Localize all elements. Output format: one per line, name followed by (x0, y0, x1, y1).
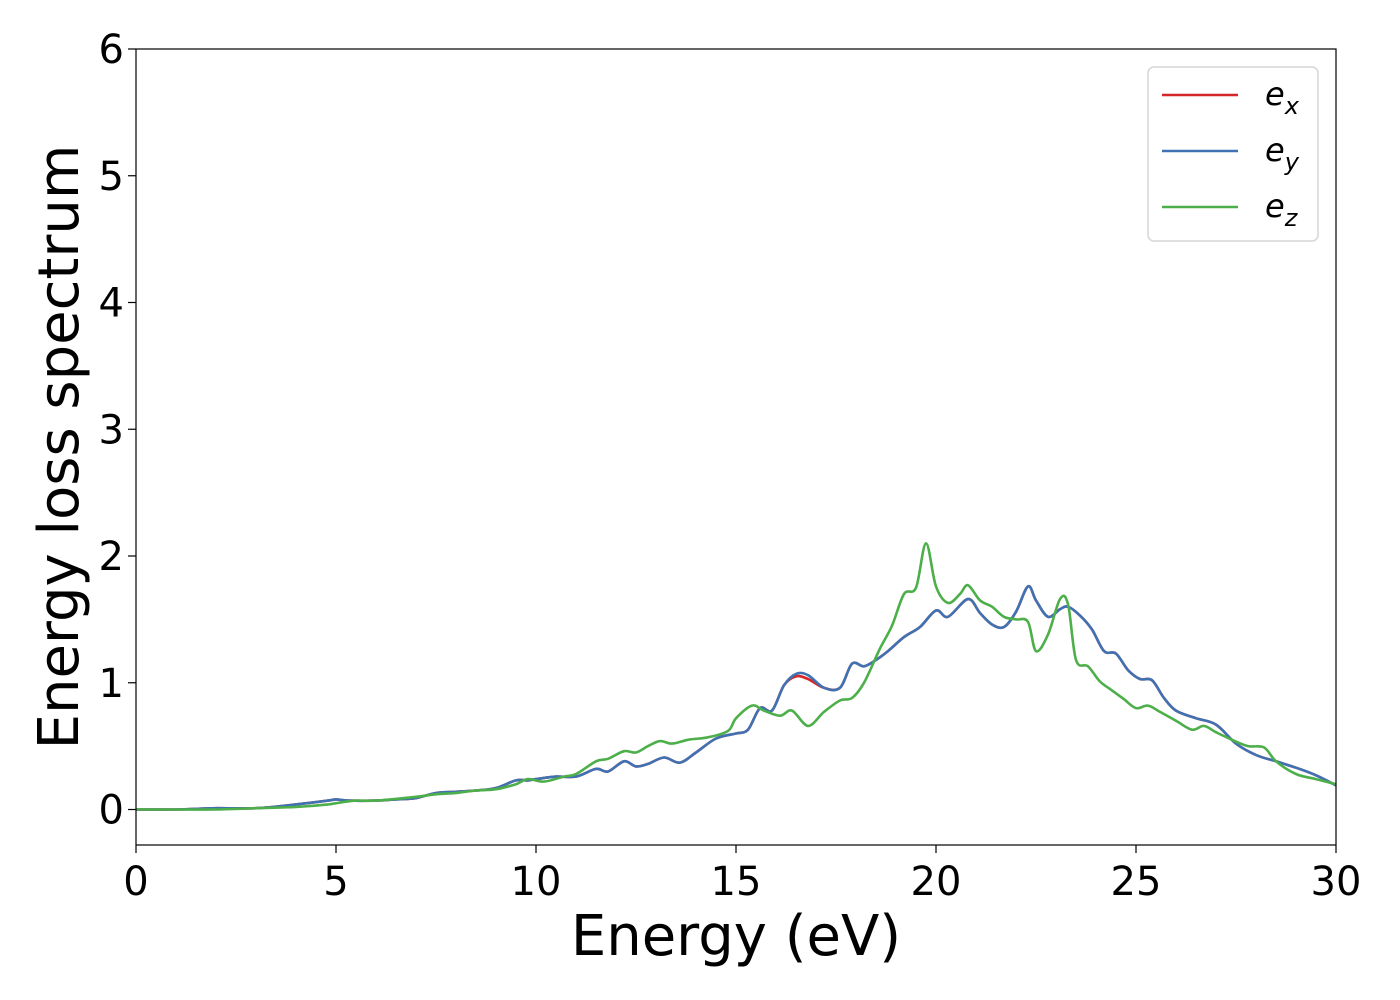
x-axis: 0 5 10 15 20 25 30 (123, 845, 1361, 905)
series-line-z (136, 541, 1336, 811)
legend-label-subscript: y (1284, 148, 1300, 176)
legend-box (1147, 66, 1319, 242)
y-tick-label: 0 (99, 788, 124, 834)
legend-label-y: ey (1265, 131, 1300, 176)
y-tick-label: 6 (99, 27, 124, 73)
legend-label-base: e (1265, 75, 1285, 113)
legend-label-subscript: x (1284, 92, 1300, 120)
legend-label-base: e (1265, 131, 1285, 169)
legend-label-z: ez (1265, 187, 1299, 232)
plot-lines (136, 541, 1336, 811)
y-axis-title: Energy loss spectrum (27, 145, 92, 750)
x-axis-title: Energy (eV) (571, 904, 901, 969)
legend-label-x: ex (1265, 75, 1300, 120)
y-tick-label: 3 (99, 407, 124, 453)
y-tick-label: 2 (99, 534, 124, 580)
x-tick-label: 25 (1111, 859, 1162, 905)
y-axis: 0 1 2 3 4 5 6 (99, 27, 136, 834)
y-tick-label: 4 (99, 281, 124, 327)
x-tick-label: 5 (323, 859, 348, 905)
x-tick-label: 10 (511, 859, 562, 905)
x-tick-label: 30 (1311, 859, 1362, 905)
y-tick-label: 5 (99, 154, 124, 200)
legend-label-subscript: z (1284, 204, 1299, 232)
y-tick-label: 1 (99, 661, 124, 707)
x-tick-label: 20 (911, 859, 962, 905)
legend-label-base: e (1265, 187, 1285, 225)
x-tick-label: 15 (711, 859, 762, 905)
x-tick-label: 0 (123, 859, 148, 905)
